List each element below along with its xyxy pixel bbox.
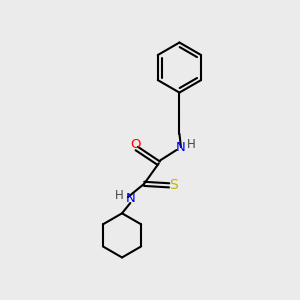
Text: O: O	[130, 138, 140, 151]
Text: H: H	[115, 189, 124, 202]
Text: S: S	[169, 178, 178, 192]
Text: N: N	[125, 192, 135, 205]
Text: N: N	[176, 141, 186, 154]
Text: H: H	[187, 138, 196, 151]
